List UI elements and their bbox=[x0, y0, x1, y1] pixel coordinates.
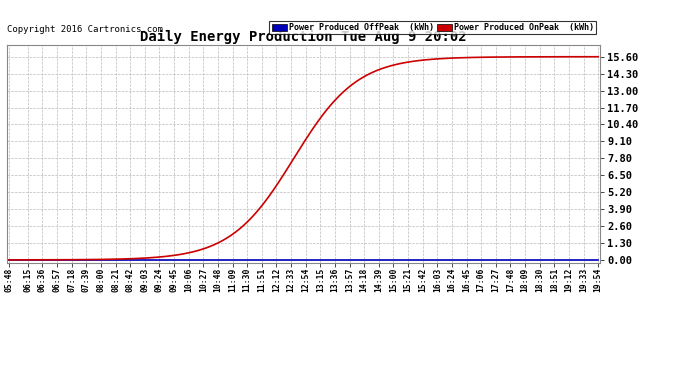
Text: Copyright 2016 Cartronics.com: Copyright 2016 Cartronics.com bbox=[7, 26, 163, 34]
Legend: Power Produced OffPeak  (kWh), Power Produced OnPeak  (kWh): Power Produced OffPeak (kWh), Power Prod… bbox=[270, 21, 596, 34]
Title: Daily Energy Production Tue Aug 9 20:02: Daily Energy Production Tue Aug 9 20:02 bbox=[140, 30, 467, 44]
